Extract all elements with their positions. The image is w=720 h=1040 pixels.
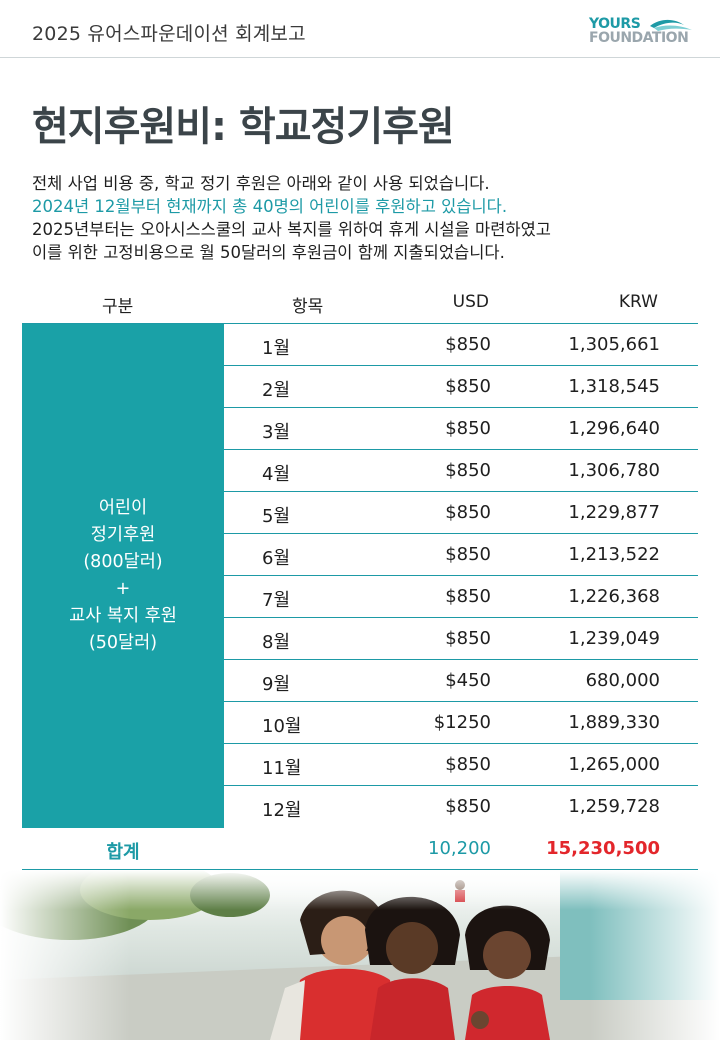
table-row: 8월 $850 1,239,049 — [224, 618, 698, 660]
category-line: (800달러) — [83, 552, 163, 572]
intro-line-3: 2025년부터는 오아시스스쿨의 교사 복지를 위하여 휴게 시설을 마련하였고 — [32, 220, 551, 239]
usd-cell: $850 — [445, 502, 491, 523]
krw-cell: 1,239,049 — [568, 628, 660, 649]
krw-cell: 1,229,877 — [568, 502, 660, 523]
usd-cell: $850 — [445, 334, 491, 355]
krw-cell: 1,318,545 — [568, 376, 660, 397]
krw-cell: 680,000 — [585, 670, 660, 691]
intro-line-2: 2024년 12월부터 현재까지 총 40명의 어린이를 후원하고 있습니다. — [32, 197, 508, 216]
month-cell: 12월 — [262, 800, 302, 821]
category-line: 교사 복지 후원 — [69, 606, 177, 626]
usd-cell: $850 — [445, 754, 491, 775]
intro-line-4: 이를 위한 고정비용으로 월 50달러의 후원금이 함께 지출되었습니다. — [32, 243, 505, 262]
month-cell: 4월 — [262, 464, 291, 485]
krw-cell: 1,305,661 — [568, 334, 660, 355]
krw-cell: 1,213,522 — [568, 544, 660, 565]
usd-cell: $850 — [445, 628, 491, 649]
table-row: 9월 $450 680,000 — [224, 660, 698, 702]
logo-swoosh-icon — [650, 19, 692, 31]
intro-line-1: 전체 사업 비용 중, 학교 정기 후원은 아래와 같이 사용 되었습니다. — [32, 174, 490, 193]
krw-cell: 1,259,728 — [568, 796, 660, 817]
category-text: 어린이 정기후원 (800달러) + 교사 복지 후원 (50달러) — [69, 495, 177, 657]
table-row: 5월 $850 1,229,877 — [224, 492, 698, 534]
header-usd: USD — [452, 292, 489, 312]
month-cell: 8월 — [262, 632, 291, 653]
header-divider — [0, 57, 720, 58]
usd-cell: $850 — [445, 460, 491, 481]
total-usd: 10,200 — [428, 838, 491, 859]
intro-text: 전체 사업 비용 중, 학교 정기 후원은 아래와 같이 사용 되었습니다. 2… — [32, 172, 692, 264]
page-title: 현지후원비: 학교정기후원 — [32, 104, 455, 150]
table-row: 12월 $850 1,259,728 — [224, 786, 698, 828]
table-header: 구분 항목 USD KRW — [22, 283, 698, 323]
usd-cell: $450 — [445, 670, 491, 691]
children-photo — [0, 870, 720, 1040]
header-item: 항목 — [292, 297, 324, 317]
month-cell: 3월 — [262, 422, 291, 443]
logo-text-bottom: FOUNDATION — [589, 30, 689, 46]
total-krw: 15,230,500 — [546, 838, 660, 859]
table-row: 7월 $850 1,226,368 — [224, 576, 698, 618]
table-row: 6월 $850 1,213,522 — [224, 534, 698, 576]
month-cell: 6월 — [262, 548, 291, 569]
category-line: 정기후원 — [90, 525, 156, 545]
foundation-logo: YOURS FOUNDATION — [588, 16, 700, 48]
usd-cell: $850 — [445, 544, 491, 565]
usd-cell: $1250 — [433, 712, 491, 733]
total-row: 합계 10,200 15,230,500 — [22, 828, 698, 870]
table-row: 2월 $850 1,318,545 — [224, 366, 698, 408]
category-line: 어린이 — [98, 498, 148, 518]
table-row: 10월 $1250 1,889,330 — [224, 702, 698, 744]
month-cell: 10월 — [262, 716, 302, 737]
usd-cell: $850 — [445, 796, 491, 817]
category-cell: 어린이 정기후원 (800달러) + 교사 복지 후원 (50달러) — [22, 324, 224, 828]
usd-cell: $850 — [445, 418, 491, 439]
krw-cell: 1,226,368 — [568, 586, 660, 607]
header-krw: KRW — [618, 292, 658, 312]
table-row: 11월 $850 1,265,000 — [224, 744, 698, 786]
header-divider-line — [22, 323, 698, 324]
month-cell: 7월 — [262, 590, 291, 611]
usd-cell: $850 — [445, 376, 491, 397]
header-title: 2025 유어스파운데이션 회계보고 — [32, 23, 306, 45]
krw-cell: 1,306,780 — [568, 460, 660, 481]
usd-cell: $850 — [445, 586, 491, 607]
category-line: + — [115, 579, 131, 599]
krw-cell: 1,296,640 — [568, 418, 660, 439]
krw-cell: 1,265,000 — [568, 754, 660, 775]
month-cell: 2월 — [262, 380, 291, 401]
krw-cell: 1,889,330 — [568, 712, 660, 733]
total-label: 합계 — [106, 842, 140, 863]
month-cell: 9월 — [262, 674, 291, 695]
logo-text-top: YOURS — [589, 16, 641, 32]
month-cell: 11월 — [262, 758, 302, 779]
children-photo-illustration — [0, 870, 720, 1040]
header-category: 구분 — [102, 297, 134, 317]
table-row: 1월 $850 1,305,661 — [224, 324, 698, 366]
month-cell: 5월 — [262, 506, 291, 527]
month-cell: 1월 — [262, 338, 291, 359]
table-row: 3월 $850 1,296,640 — [224, 408, 698, 450]
table-row: 4월 $850 1,306,780 — [224, 450, 698, 492]
header-bar: 2025 유어스파운데이션 회계보고 YOURS FOUNDATION — [0, 0, 720, 58]
month-rows: 1월 $850 1,305,661 2월 $850 1,318,545 3월 $850 1,… — [224, 324, 698, 828]
category-line: (50달러) — [88, 633, 158, 653]
